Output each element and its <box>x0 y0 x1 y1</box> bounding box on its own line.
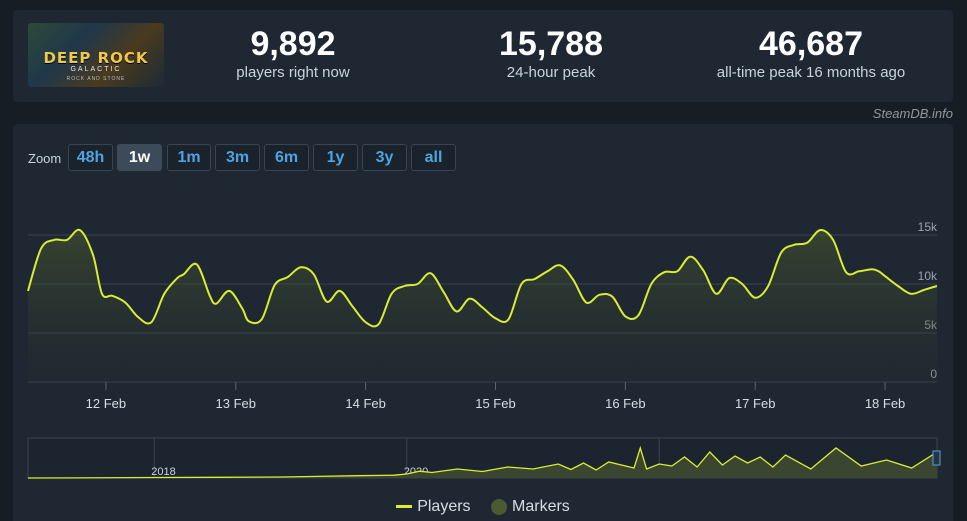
zoom-button-1y[interactable]: 1y <box>313 144 358 171</box>
stats-panel: DEEP ROCK GALACTIC ROCK AND STONE 9,892 … <box>13 10 953 102</box>
stat-24h-peak: 15,788 24-hour peak <box>461 24 641 82</box>
legend-marker-swatch <box>491 498 508 515</box>
x-tick-label: 17 Feb <box>735 396 775 411</box>
zoom-button-1w[interactable]: 1w <box>117 144 162 171</box>
y-tick-label: 10k <box>918 269 938 283</box>
legend-players-label: Players <box>417 498 471 515</box>
game-logo-title: DEEP ROCK <box>43 49 149 67</box>
zoom-button-3y[interactable]: 3y <box>362 144 407 171</box>
stat-current-players: 9,892 players right now <box>203 24 383 82</box>
y-tick-label: 15k <box>918 220 938 234</box>
navigator-handle[interactable] <box>932 450 941 466</box>
zoom-label: Zoom <box>28 151 62 166</box>
chart-legend: Players Markers <box>13 498 953 516</box>
players-line <box>27 228 938 328</box>
zoom-button-48h[interactable]: 48h <box>68 144 113 171</box>
zoom-button-1m[interactable]: 1m <box>167 144 211 171</box>
stat-value: 46,687 <box>759 25 863 63</box>
stat-value: 9,892 <box>250 25 336 63</box>
navigator-area <box>28 448 937 478</box>
steamdb-credit[interactable]: SteamDB.info <box>872 106 953 121</box>
x-tick-label: 18 Feb <box>865 396 905 411</box>
game-logo-tagline: ROCK AND STONE <box>66 76 126 82</box>
legend-markers-label: Markers <box>512 498 570 515</box>
legend-players[interactable]: Players <box>396 498 471 516</box>
zoom-button-3m[interactable]: 3m <box>215 144 260 171</box>
x-tick-label: 14 Feb <box>345 396 385 411</box>
players-area <box>28 229 937 382</box>
stat-label: all-time peak 16 months ago <box>716 64 906 81</box>
x-tick-label: 13 Feb <box>216 396 256 411</box>
legend-line-swatch <box>396 505 413 509</box>
x-tick-label: 16 Feb <box>605 396 645 411</box>
x-tick-label: 12 Feb <box>86 396 126 411</box>
navigator-year-label: 2018 <box>151 466 175 478</box>
zoom-button-all[interactable]: all <box>411 144 456 171</box>
x-tick-label: 15 Feb <box>475 396 515 411</box>
stat-label: 24-hour peak <box>506 64 596 81</box>
stat-value: 15,788 <box>499 25 603 63</box>
stat-all-time-peak: 46,687 all-time peak 16 months ago <box>701 24 921 82</box>
navigator-line <box>27 445 938 479</box>
legend-markers[interactable]: Markers <box>491 498 570 516</box>
zoom-button-6m[interactable]: 6m <box>264 144 309 171</box>
stat-label: players right now <box>236 64 350 81</box>
game-logo-subtitle: GALACTIC <box>70 66 122 73</box>
game-thumbnail[interactable]: DEEP ROCK GALACTIC ROCK AND STONE <box>28 23 164 87</box>
